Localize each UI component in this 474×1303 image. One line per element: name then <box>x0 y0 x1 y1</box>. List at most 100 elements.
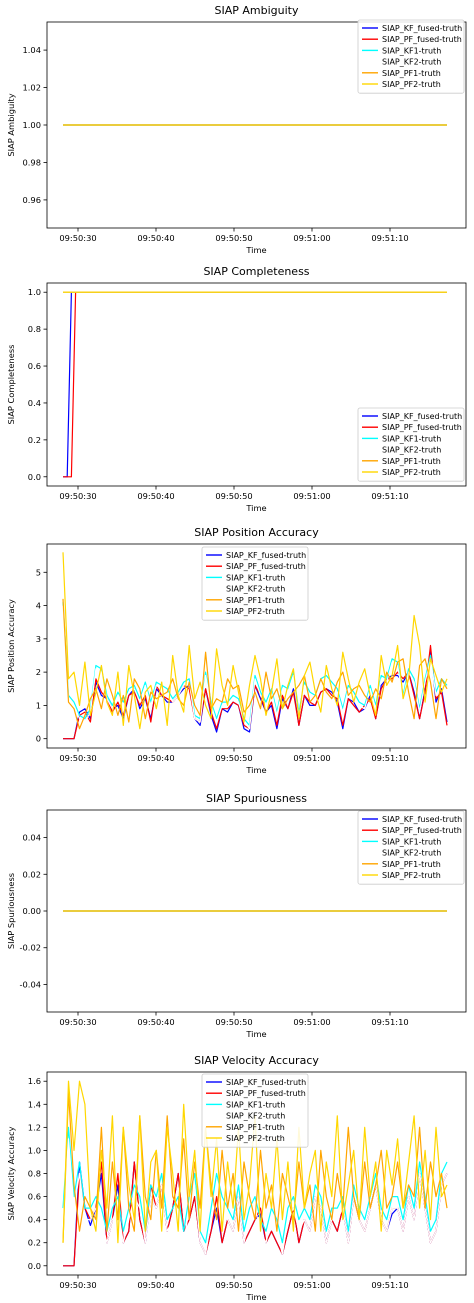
legend-entry: SIAP_KF2-truth <box>382 446 441 455</box>
chart-title: SIAP Velocity Accuracy <box>194 1054 319 1067</box>
chart-panel-1: SIAP Ambiguity 0.96 0.98 1.00 1.02 1.04 09:50:… <box>6 4 467 255</box>
legend-entry: SIAP_PF_fused-truth <box>382 35 462 44</box>
legend-entry: SIAP_KF2-truth <box>226 1112 285 1121</box>
y-tick-label: 1.4 <box>28 1099 41 1109</box>
x-tick-label: 09:51:10 <box>371 491 408 501</box>
legend: SIAP_KF_fused-truth SIAP_PF_fused-truth SI… <box>357 407 465 482</box>
legend-entry: SIAP_PF2-truth <box>226 1134 285 1143</box>
chart-panel-3: SIAP Position Accuracy 0 1 2 3 4 5 09:50:30 09:5… <box>6 526 467 775</box>
y-tick-label: 0.02 <box>23 869 41 879</box>
legend: SIAP_KF_fused-truth SIAP_PF_fused-truth SI… <box>357 19 465 94</box>
x-tick-label: 09:50:30 <box>59 753 96 763</box>
y-tick-label: 3 <box>36 634 41 644</box>
legend-entry: SIAP_PF1-truth <box>382 457 441 466</box>
axes-frame <box>46 282 467 487</box>
legend-entry: SIAP_KF_fused-truth <box>226 551 306 560</box>
chart-title: SIAP Ambiguity <box>215 4 299 17</box>
series-line-SIAP_PF1-truth <box>62 1092 448 1243</box>
legend: SIAP_KF_fused-truth SIAP_PF_fused-truth SI… <box>201 1073 309 1148</box>
y-axis-label: SIAP Completeness <box>6 344 16 424</box>
x-tick-label: 09:51:10 <box>371 1017 408 1027</box>
series-line-SIAP_PF_fused-truth <box>63 644 448 740</box>
y-tick-label: 0.8 <box>28 324 41 334</box>
legend-entry: SIAP_PF_fused-truth <box>382 826 462 835</box>
y-tick-label: 5 <box>36 567 41 577</box>
y-tick-label: 0.0 <box>28 1261 41 1271</box>
legend-entry: SIAP_PF1-truth <box>382 860 441 869</box>
legend-entry: SIAP_PF2-truth <box>382 871 441 880</box>
legend-box <box>201 546 309 621</box>
y-tick-label: 0.00 <box>23 906 41 916</box>
legend-entry: SIAP_PF_fused-truth <box>226 1089 306 1098</box>
series-line-SIAP_KF2-truth <box>62 605 448 730</box>
x-tick-label: 09:50:30 <box>59 1017 96 1027</box>
x-axis-label: Time <box>245 503 266 513</box>
legend-entry: SIAP_KF1-truth <box>382 434 441 443</box>
legend-entry: SIAP_KF2-truth <box>382 849 441 858</box>
series-line-SIAP_PF1-truth <box>62 598 448 730</box>
y-tick-label: 0.4 <box>28 1215 41 1225</box>
x-tick-label: 09:50:50 <box>215 1280 252 1290</box>
legend-entry: SIAP_KF1-truth <box>226 1100 285 1109</box>
legend-box <box>201 1073 309 1148</box>
y-tick-label: 0.04 <box>23 833 41 843</box>
y-tick-label: 0.8 <box>28 1169 41 1179</box>
y-tick-label: 1.0 <box>28 1145 41 1155</box>
x-tick-label: 09:50:40 <box>137 491 174 501</box>
legend-box <box>357 407 465 482</box>
y-tick-label: 1.00 <box>23 120 41 130</box>
x-tick-label: 09:51:10 <box>371 233 408 243</box>
y-tick-label: 1.6 <box>28 1076 41 1086</box>
legend-entry: SIAP_KF_fused-truth <box>226 1078 306 1087</box>
x-tick-label: 09:50:30 <box>59 233 96 243</box>
y-axis-label: SIAP Ambiguity <box>6 93 16 156</box>
legend-entry: SIAP_KF_fused-truth <box>382 24 462 33</box>
x-axis-label: Time <box>245 245 266 255</box>
x-tick-label: 09:50:50 <box>215 491 252 501</box>
legend-entry: SIAP_KF2-truth <box>382 58 441 67</box>
legend-entry: SIAP_PF2-truth <box>226 607 285 616</box>
chart-panel-2: SIAP Completeness 0.0 0.2 0.4 0.6 0.8 1.0 09:50… <box>6 265 467 513</box>
y-tick-label: 0 <box>36 734 41 744</box>
x-tick-label: 09:50:40 <box>137 233 174 243</box>
y-tick-label: 0.96 <box>23 195 41 205</box>
y-tick-label: 1 <box>36 700 41 710</box>
x-tick-label: 09:51:00 <box>293 1017 330 1027</box>
legend-entry: SIAP_PF_fused-truth <box>382 423 462 432</box>
chart-title: SIAP Spuriousness <box>206 792 307 805</box>
legend-entry: SIAP_PF2-truth <box>382 468 441 477</box>
x-tick-label: 09:51:00 <box>293 491 330 501</box>
legend-entry: SIAP_KF1-truth <box>382 46 441 55</box>
x-tick-label: 09:51:00 <box>293 753 330 763</box>
x-tick-label: 09:51:10 <box>371 1280 408 1290</box>
x-tick-label: 09:50:50 <box>215 1017 252 1027</box>
x-tick-label: 09:50:40 <box>137 1280 174 1290</box>
legend-entry: SIAP_PF1-truth <box>226 596 285 605</box>
legend-entry: SIAP_PF1-truth <box>382 69 441 78</box>
y-tick-label: 1.2 <box>28 1122 41 1132</box>
y-tick-label: 0.2 <box>28 435 41 445</box>
legend: SIAP_KF_fused-truth SIAP_PF_fused-truth SI… <box>201 546 309 621</box>
y-tick-label: 0.4 <box>28 398 41 408</box>
y-axis-label: SIAP Velocity Accuracy <box>6 1126 16 1220</box>
y-tick-label: 4 <box>36 601 41 611</box>
series-line-SIAP_KF2-truth <box>62 1138 448 1255</box>
y-tick-label: -0.04 <box>20 979 41 989</box>
x-tick-label: 09:50:30 <box>59 491 96 501</box>
legend-entry: SIAP_PF2-truth <box>382 80 441 89</box>
x-axis-label: Time <box>245 1292 266 1302</box>
y-tick-label: 0.0 <box>28 472 41 482</box>
legend-entry: SIAP_KF2-truth <box>226 585 285 594</box>
legend-box <box>357 810 465 885</box>
chart-title: SIAP Position Accuracy <box>194 526 319 539</box>
y-tick-label: 2 <box>36 667 41 677</box>
x-tick-label: 09:51:10 <box>371 753 408 763</box>
legend-entry: SIAP_KF_fused-truth <box>382 412 462 421</box>
x-axis-label: Time <box>245 765 266 775</box>
y-tick-label: 0.6 <box>28 1192 41 1202</box>
chart-panel-5: SIAP Velocity Accuracy 0.0 0.2 0.4 0.6 0.8 1.0… <box>6 1054 467 1302</box>
y-tick-label: -0.02 <box>20 943 41 953</box>
x-tick-label: 09:51:00 <box>293 233 330 243</box>
x-axis-label: Time <box>245 1029 266 1039</box>
y-tick-label: 0.2 <box>28 1238 41 1248</box>
